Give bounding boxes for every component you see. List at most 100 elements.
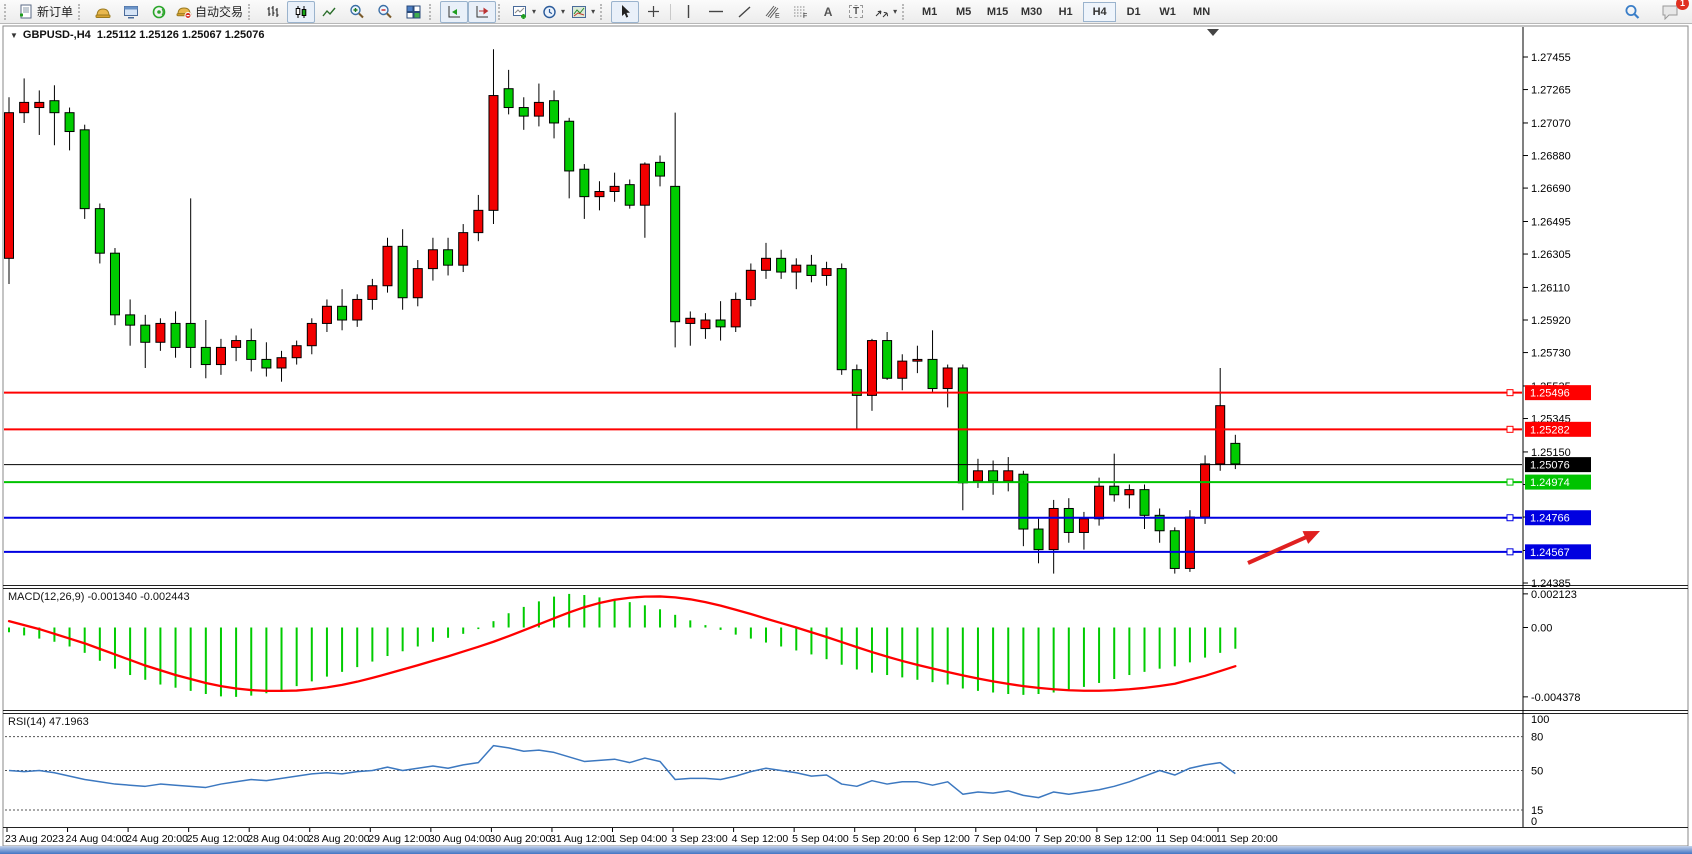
toolbar-grip[interactable]: [248, 3, 255, 20]
toolbar-grip[interactable]: [902, 3, 909, 20]
candle: [700, 313, 711, 339]
tab-timeframe-h4[interactable]: H4: [1083, 1, 1117, 22]
periods-dropdown[interactable]: ▾: [539, 1, 568, 23]
toolbar-grip[interactable]: [498, 3, 505, 20]
candle: [4, 97, 14, 285]
candle: [367, 278, 378, 310]
candle: [1003, 457, 1014, 492]
terminal-button[interactable]: [117, 1, 145, 23]
caret-icon: ▾: [591, 7, 596, 16]
candle: [49, 85, 60, 146]
zoom-in-button[interactable]: [343, 1, 371, 23]
toolbar-grip[interactable]: [78, 3, 85, 20]
candle: [427, 237, 438, 281]
time-axis-label: 11 Sep 04:00: [1155, 833, 1217, 845]
candle: [927, 330, 938, 392]
tile-windows-button[interactable]: [399, 1, 427, 23]
horizontal-line-icon: [708, 5, 724, 18]
tab-timeframe-m5[interactable]: M5: [955, 5, 972, 18]
toolbar-grip[interactable]: [4, 3, 11, 20]
tab-timeframe-w1[interactable]: W1: [1159, 5, 1176, 18]
cursor-button[interactable]: [611, 0, 640, 23]
level-line-handle[interactable]: [1506, 548, 1514, 556]
candle: [882, 332, 893, 380]
autotrading-button[interactable]: 自动交易: [173, 1, 246, 23]
level-line-handle[interactable]: [1506, 514, 1514, 522]
signals-icon: [151, 5, 167, 19]
fibo-grid-button[interactable]: F: [786, 1, 814, 23]
tab-timeframe-m15[interactable]: M15: [986, 5, 1009, 18]
horizontal-line-button[interactable]: [702, 1, 730, 23]
candle: [185, 198, 196, 368]
signals-button[interactable]: [145, 1, 173, 23]
templates-dropdown[interactable]: ▾: [568, 1, 598, 23]
time-axis-label: 30 Aug 04:00: [429, 833, 491, 845]
tab-timeframe-mn[interactable]: MN: [1193, 5, 1211, 18]
candle: [64, 107, 75, 151]
rsi-axis-label: 50: [1531, 766, 1543, 778]
notifications-button[interactable]: 1: [1656, 0, 1689, 23]
tab-timeframe-h1[interactable]: H1: [1058, 5, 1073, 18]
fibo-e-glyph: E: [775, 13, 780, 19]
trend-arrow-head[interactable]: [1302, 531, 1320, 544]
trend-arrow-line[interactable]: [1247, 533, 1312, 565]
time-axis-label: 7 Sep 20:00: [1034, 833, 1091, 845]
price-axis-tick-label: 1.25150: [1531, 447, 1571, 459]
collapse-icon[interactable]: ▼: [10, 31, 18, 40]
text-button[interactable]: A: [814, 1, 842, 23]
candle: [34, 90, 45, 135]
tab-timeframe-m30[interactable]: M30: [1020, 5, 1043, 18]
candle: [1033, 518, 1044, 564]
shapes-dropdown[interactable]: ▾: [870, 1, 900, 23]
bar-chart-button[interactable]: [259, 1, 287, 23]
chart-window: 1.27455 1.27265 1.27070 1.26880 1.26690 1.264…: [0, 24, 1692, 848]
price-badge-label: 1.25496: [1530, 388, 1570, 400]
line-chart-button[interactable]: [315, 1, 343, 23]
candle: [1169, 527, 1180, 574]
candle: [155, 318, 166, 351]
candle: [912, 345, 923, 374]
level-line-handle[interactable]: [1506, 425, 1514, 433]
autotrading-label: 自动交易: [195, 5, 244, 19]
time-axis-label: 4 Sep 12:00: [732, 833, 789, 845]
profiles-button[interactable]: [89, 1, 117, 23]
zoom-in-icon: [349, 4, 365, 19]
candle: [1184, 510, 1195, 572]
chart-plot-background[interactable]: [2, 25, 1689, 847]
vertical-line-button[interactable]: [674, 1, 702, 23]
auto-scroll-icon: [475, 5, 490, 19]
crosshair-button[interactable]: [639, 1, 667, 23]
new-order-button[interactable]: 新订单: [15, 1, 76, 23]
chart-canvas[interactable]: 1.27455 1.27265 1.27070 1.26880 1.26690 1.264…: [0, 24, 1692, 854]
candle: [352, 294, 363, 327]
level-line-handle[interactable]: [1506, 478, 1514, 486]
cursor-icon: [619, 4, 632, 19]
toolbar-grip[interactable]: [429, 3, 436, 20]
chart-shift-button[interactable]: [440, 0, 469, 23]
zoom-out-button[interactable]: [371, 1, 399, 23]
trendline-button[interactable]: [730, 1, 758, 23]
vertical-line-icon: [683, 4, 694, 19]
text-label-button[interactable]: T: [842, 1, 870, 23]
fibonacci-button[interactable]: E: [758, 1, 786, 23]
tab-timeframe-m1[interactable]: M1: [921, 5, 938, 18]
candle: [670, 112, 681, 348]
chart-title-overlay: ▼ GBPUSD-,H4 1.25112 1.25126 1.25067 1.25…: [10, 29, 265, 41]
search-button[interactable]: [1618, 1, 1646, 23]
candle: [806, 254, 817, 283]
candle: [579, 164, 590, 219]
candle: [231, 335, 242, 362]
new-chart-dropdown[interactable]: ▾: [509, 1, 539, 23]
chart-shift-marker[interactable]: [1207, 29, 1219, 36]
candle: [488, 49, 499, 225]
tab-timeframe-d1[interactable]: D1: [1126, 5, 1141, 18]
candle: [564, 117, 575, 199]
level-line-handle[interactable]: [1506, 389, 1514, 397]
candle-chart-button[interactable]: [287, 0, 316, 23]
candle: [533, 83, 544, 127]
price-axis-tick-label: 1.26880: [1531, 151, 1571, 163]
auto-scroll-button[interactable]: [468, 0, 497, 23]
toolbar-grip[interactable]: [600, 3, 607, 20]
candle: [261, 342, 272, 377]
candle: [397, 229, 408, 310]
